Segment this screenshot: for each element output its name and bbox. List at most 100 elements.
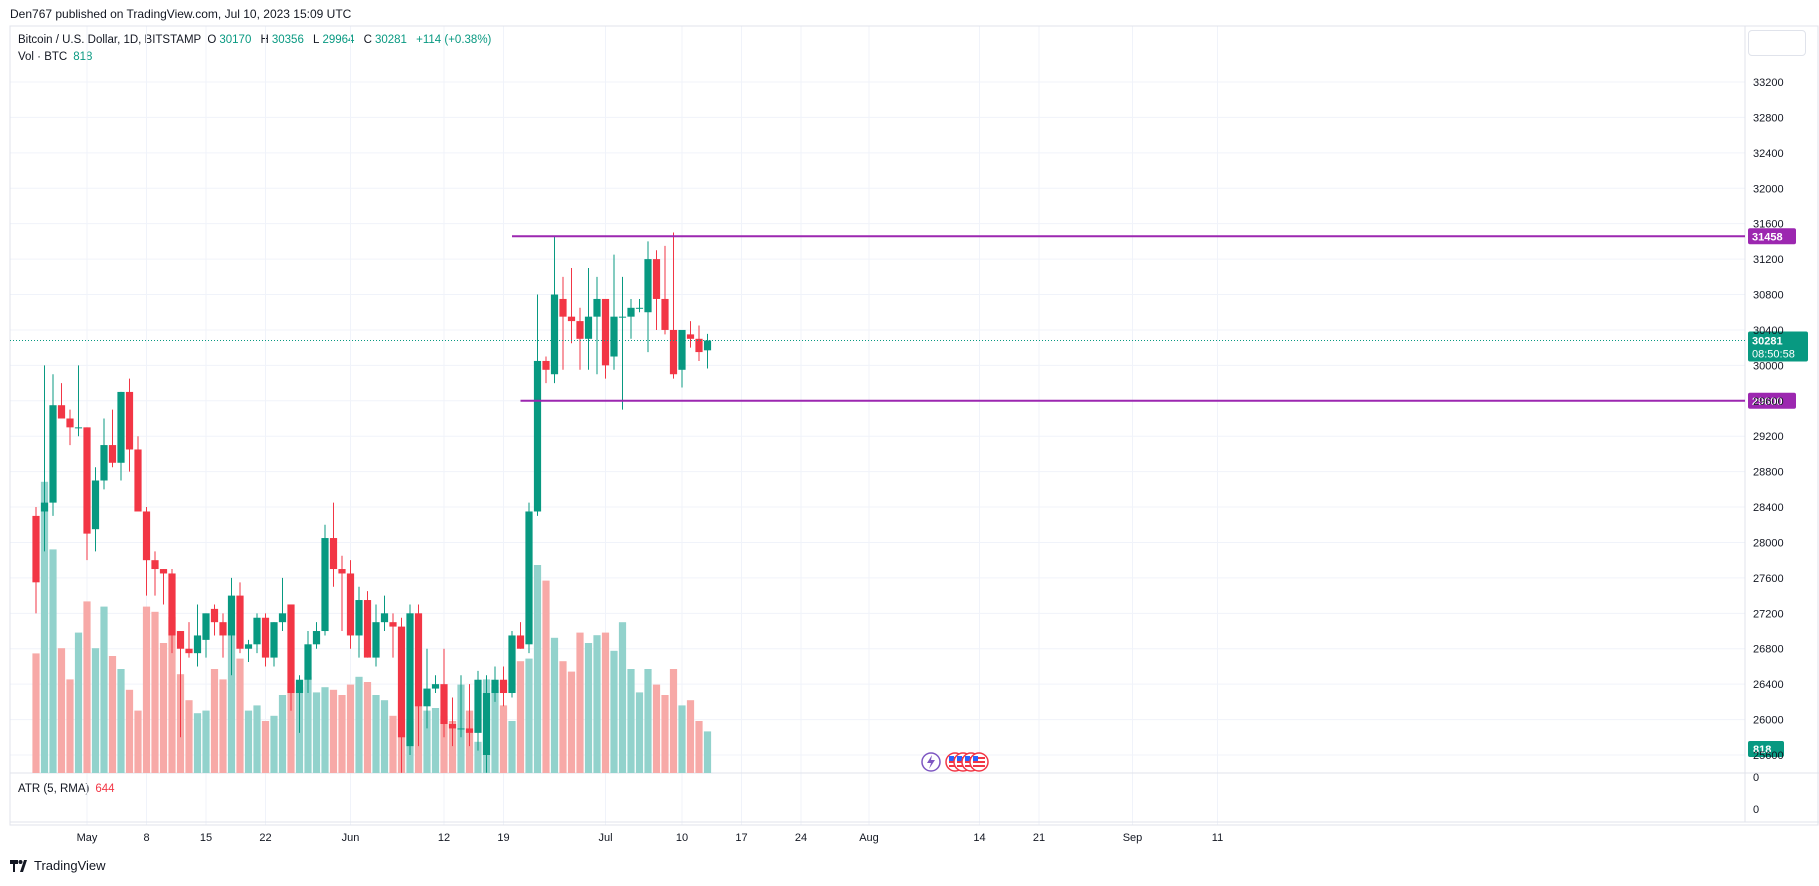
volume-bar — [669, 669, 678, 773]
level-tag — [1748, 392, 1796, 409]
candle — [431, 675, 440, 694]
volume-bar — [346, 684, 355, 773]
candle — [457, 675, 465, 738]
price-tick-label: 25600 — [1753, 750, 1784, 762]
price-tick-label: 29600 — [1753, 396, 1784, 408]
volume-bar — [83, 601, 91, 773]
high-label: H — [260, 34, 269, 46]
candle — [346, 560, 355, 649]
volume-bar — [491, 687, 499, 773]
volume-bar — [661, 695, 669, 773]
volume-bar — [236, 658, 244, 773]
candle-body — [397, 626, 406, 738]
price-tick-label: 29200 — [1753, 431, 1784, 443]
candle-body — [542, 360, 550, 370]
volume-bar — [159, 643, 168, 773]
atr-label[interactable]: ATR (5, RMA) — [18, 783, 90, 795]
atr-tick-label: 0 — [1753, 772, 1759, 784]
volume-bar — [219, 679, 227, 773]
candle — [278, 577, 287, 632]
candle — [295, 675, 304, 733]
current-price-label: 30281 — [1752, 335, 1783, 347]
candle — [695, 325, 703, 361]
candle-body — [74, 427, 83, 429]
candle-body — [210, 608, 219, 623]
tradingview-brand[interactable]: TradingView — [10, 858, 106, 873]
candle-body — [440, 684, 448, 725]
candle — [686, 321, 695, 348]
brand-name: TradingView — [34, 858, 106, 873]
candle — [380, 595, 389, 632]
price-tick-label: 28400 — [1753, 502, 1784, 514]
current-price-tag — [1748, 331, 1808, 362]
volume-bar — [610, 650, 618, 773]
candle-body — [644, 259, 652, 313]
candle-body — [499, 679, 508, 694]
volume-bars — [32, 481, 712, 773]
candle-body — [703, 340, 712, 351]
volume-bar — [474, 741, 482, 773]
open-value: 30170 — [219, 34, 252, 46]
level-tag-label: 31458 — [1752, 231, 1783, 243]
candle — [610, 254, 618, 370]
close-value: 30281 — [374, 34, 407, 46]
volume-bar — [244, 710, 253, 773]
flag-canton-icon — [965, 756, 970, 761]
candle-body — [32, 515, 40, 583]
candle-body — [533, 360, 542, 512]
candle-body — [185, 648, 193, 654]
candle — [168, 569, 176, 654]
time-tick-label: 24 — [795, 832, 807, 844]
time-tick-label: 12 — [438, 832, 450, 844]
candle-body — [295, 679, 304, 694]
volume-bar — [601, 632, 610, 773]
volume-bar — [635, 692, 644, 773]
candle — [210, 604, 219, 636]
time-tick-label: Aug — [859, 832, 879, 844]
candle — [40, 365, 49, 552]
volume-bar — [278, 695, 287, 773]
candle — [661, 245, 669, 335]
price-tick-label: 31200 — [1753, 254, 1784, 266]
symbol-search-box[interactable] — [1748, 30, 1806, 56]
volume-bar — [125, 689, 134, 773]
volume-bar — [253, 705, 261, 773]
open-label: O — [207, 34, 217, 46]
publish-info: Den767 published on TradingView.com, Jul… — [10, 7, 352, 21]
candle — [482, 675, 491, 773]
candle-body — [338, 569, 346, 574]
candle — [74, 365, 83, 437]
volume-bar — [202, 710, 210, 773]
candle-body — [567, 316, 576, 322]
candle — [499, 666, 508, 707]
volume-bar — [304, 676, 312, 773]
candle — [312, 622, 321, 649]
candle — [644, 241, 652, 353]
candle — [83, 427, 91, 561]
candle — [100, 418, 108, 490]
candle-body — [465, 728, 474, 733]
volume-bar — [576, 632, 584, 773]
candle-body — [278, 613, 287, 623]
candle-body — [363, 600, 372, 658]
change-value: +114 (+0.38%) — [416, 34, 492, 46]
volume-bar — [678, 705, 686, 773]
symbol-title[interactable]: Bitcoin / U.S. Dollar, 1D, BITSTAMP — [18, 34, 202, 46]
candle-body — [380, 613, 389, 623]
volume-tag — [1748, 741, 1784, 757]
candle — [355, 586, 363, 658]
volume-bar — [627, 669, 635, 773]
candle — [227, 577, 236, 676]
candle — [652, 250, 661, 330]
candle — [261, 613, 270, 667]
candle — [244, 639, 253, 663]
price-tick-label: 30800 — [1753, 290, 1784, 302]
volume-bar — [329, 689, 338, 773]
candle-body — [448, 724, 457, 729]
volume-bar — [440, 715, 448, 773]
time-tick-label: Jul — [598, 832, 612, 844]
volume-label[interactable]: Vol · BTC — [18, 51, 68, 63]
volume-bar — [100, 606, 108, 773]
candle-body — [329, 538, 338, 570]
